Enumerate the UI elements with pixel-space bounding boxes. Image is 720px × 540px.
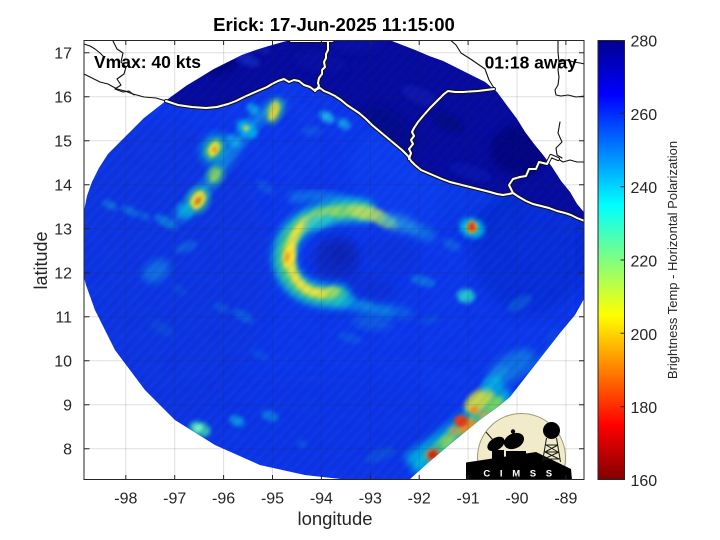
svg-text:C I M S S: C I M S S [483,469,555,480]
svg-text:180: 180 [631,400,658,417]
svg-text:220: 220 [631,254,658,271]
svg-text:01:18 away: 01:18 away [485,53,578,73]
svg-text:9: 9 [63,398,72,415]
svg-text:10: 10 [54,354,72,371]
svg-text:280: 280 [631,34,658,51]
svg-text:12: 12 [54,266,72,283]
svg-text:-89: -89 [554,491,577,508]
svg-text:16: 16 [54,90,72,107]
svg-text:-95: -95 [261,491,284,508]
svg-text:15: 15 [54,134,72,151]
svg-text:-97: -97 [163,491,186,508]
svg-text:200: 200 [631,327,658,344]
svg-text:Brightness Temp - Horizontal P: Brightness Temp - Horizontal Polarizatio… [665,141,680,379]
svg-text:latitude: latitude [31,231,51,289]
svg-text:14: 14 [54,178,72,195]
svg-text:11: 11 [55,310,72,327]
svg-text:-90: -90 [505,491,528,508]
svg-text:Erick: 17-Jun-2025 11:15:00: Erick: 17-Jun-2025 11:15:00 [213,14,455,35]
svg-text:17: 17 [54,46,72,63]
svg-text:260: 260 [631,107,658,124]
svg-text:13: 13 [54,222,72,239]
svg-text:Vmax: 40 kts: Vmax: 40 kts [94,52,201,72]
svg-text:-98: -98 [114,491,137,508]
svg-text:longitude: longitude [297,508,372,529]
svg-text:-93: -93 [359,491,382,508]
svg-text:8: 8 [63,442,72,459]
svg-text:-94: -94 [310,491,333,508]
svg-text:160: 160 [631,473,658,490]
svg-text:-91: -91 [457,491,480,508]
svg-text:-92: -92 [408,491,431,508]
svg-text:-96: -96 [212,491,235,508]
svg-text:240: 240 [631,180,658,197]
